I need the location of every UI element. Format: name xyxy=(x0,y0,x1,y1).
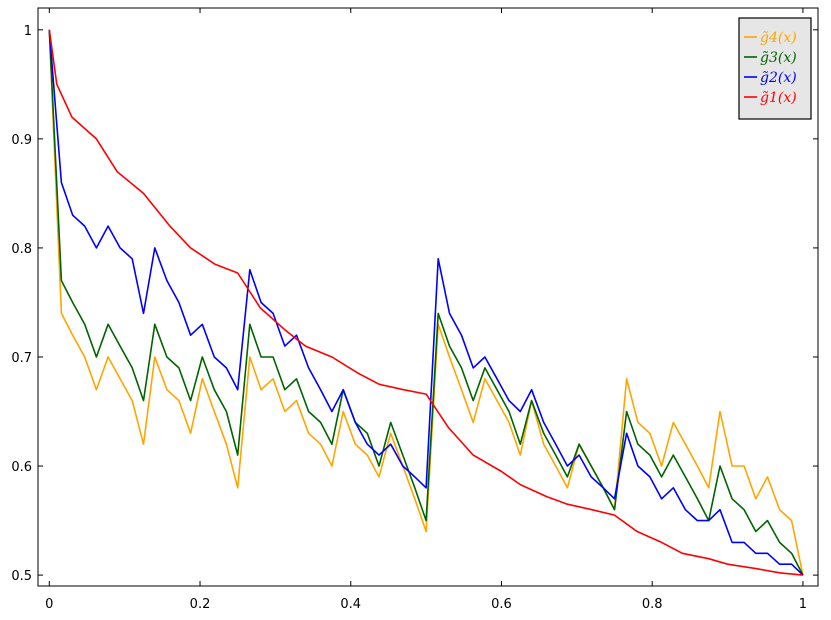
y-tick-label: 0.9 xyxy=(11,133,32,148)
legend: g̃4(x) g̃3(x) g̃2(x) g̃1(x) xyxy=(738,17,812,120)
y-tick-label: 1 xyxy=(24,24,32,39)
y-tick-label: 0.7 xyxy=(11,351,32,366)
axis-ticks: 0 0.2 0.4 0.6 0.8 1 0.5 0.6 0.7 0.8 0.9 1 xyxy=(11,8,818,612)
x-tick-label: 0.8 xyxy=(642,597,663,612)
legend-label: g̃2(x) xyxy=(760,70,797,86)
series-line-1 xyxy=(48,29,803,576)
y-tick-label: 0.8 xyxy=(11,242,32,257)
series-line-2 xyxy=(48,29,804,576)
x-tick-label: 0 xyxy=(45,597,53,612)
legend-box xyxy=(738,17,812,120)
x-tick-label: 0.2 xyxy=(190,597,211,612)
plot-frame xyxy=(37,7,819,587)
x-tick-label: 0.4 xyxy=(340,597,361,612)
legend-label: g̃1(x) xyxy=(760,90,797,106)
legend-label: g̃3(x) xyxy=(760,50,797,66)
series-line-4 xyxy=(48,29,804,576)
y-tick-label: 0.5 xyxy=(11,569,32,584)
x-tick-label: 1 xyxy=(799,597,807,612)
series-line-3 xyxy=(48,29,804,576)
x-tick-label: 0.6 xyxy=(491,597,512,612)
series-lines xyxy=(48,29,804,576)
legend-label: g̃4(x) xyxy=(760,30,797,46)
y-tick-label: 0.6 xyxy=(11,460,32,475)
